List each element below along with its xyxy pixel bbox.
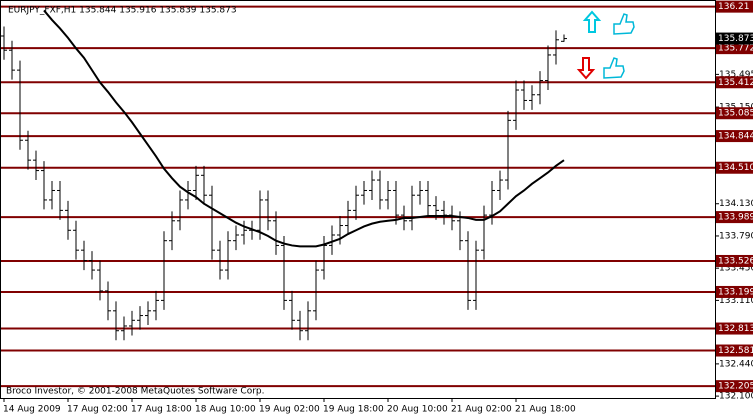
x-tick-label: 20 Aug 10:00	[387, 405, 448, 415]
y-tick-label: 133.450	[719, 264, 753, 274]
down-arrow	[576, 57, 596, 80]
x-tick-label: 19 Aug 18:00	[323, 405, 384, 415]
y-tick-label: 133.110	[719, 296, 753, 306]
level-label-bg	[716, 0, 753, 13]
level-label-bg	[716, 76, 753, 89]
x-tick-label: 19 Aug 02:00	[259, 405, 320, 415]
level-label: 133.526	[718, 256, 753, 266]
level-label-bg	[716, 322, 753, 335]
current-price-label: 135.873	[718, 34, 753, 44]
level-label-bg	[716, 254, 753, 267]
level-label: 133.199	[718, 287, 753, 297]
level-label: 134.510	[718, 163, 753, 173]
level-label-bg	[716, 107, 753, 120]
x-tick-label: 17 Aug 02:00	[67, 405, 128, 415]
level-label: 132.581	[718, 346, 753, 356]
level-label-bg	[716, 161, 753, 174]
level-label: 132.813	[718, 324, 753, 334]
x-tick-label: 17 Aug 18:00	[131, 405, 192, 415]
y-tick-label: 134.130	[719, 199, 753, 209]
level-label: 135.772	[718, 44, 753, 54]
level-label: 133.989	[718, 213, 753, 223]
x-tick-label: 14 Aug 2009	[3, 405, 61, 415]
copyright: Broco Investor, © 2001-2008 MetaQuotes S…	[6, 387, 265, 397]
up-arrow	[582, 10, 602, 33]
current-price-bg	[716, 32, 753, 45]
y-tick-label: 133.790	[719, 231, 753, 241]
level-label-bg	[716, 42, 753, 55]
y-tick-label: 132.100	[719, 392, 753, 402]
plot-frame	[0, 0, 716, 399]
level-label: 135.412	[718, 78, 753, 88]
level-label: 136.21	[718, 2, 750, 12]
symbol-info: EURJPY_FXF,H1 135.844 135.916 135.839 13…	[8, 6, 237, 16]
level-label-bg	[716, 380, 753, 393]
signal-icons	[576, 10, 635, 80]
moving-average	[43, 9, 565, 248]
level-label-bg	[716, 344, 753, 357]
level-label-bg	[716, 211, 753, 224]
level-label-bg	[716, 130, 753, 143]
level-label: 135.085	[718, 109, 753, 119]
level-label: 134.844	[718, 132, 753, 142]
x-tick-label: 18 Aug 10:00	[195, 405, 256, 415]
x-tick-label: 21 Aug 18:00	[515, 405, 576, 415]
y-tick-label: 132.440	[719, 359, 753, 369]
level-label-bg	[716, 285, 753, 298]
y-tick-label: 135.495	[719, 70, 753, 80]
plot-area	[0, 5, 715, 388]
x-tick-label: 21 Aug 02:00	[451, 405, 512, 415]
thumb-up-icon	[613, 13, 635, 35]
level-label: 132.205	[718, 382, 753, 392]
thumb-icon	[603, 57, 625, 79]
